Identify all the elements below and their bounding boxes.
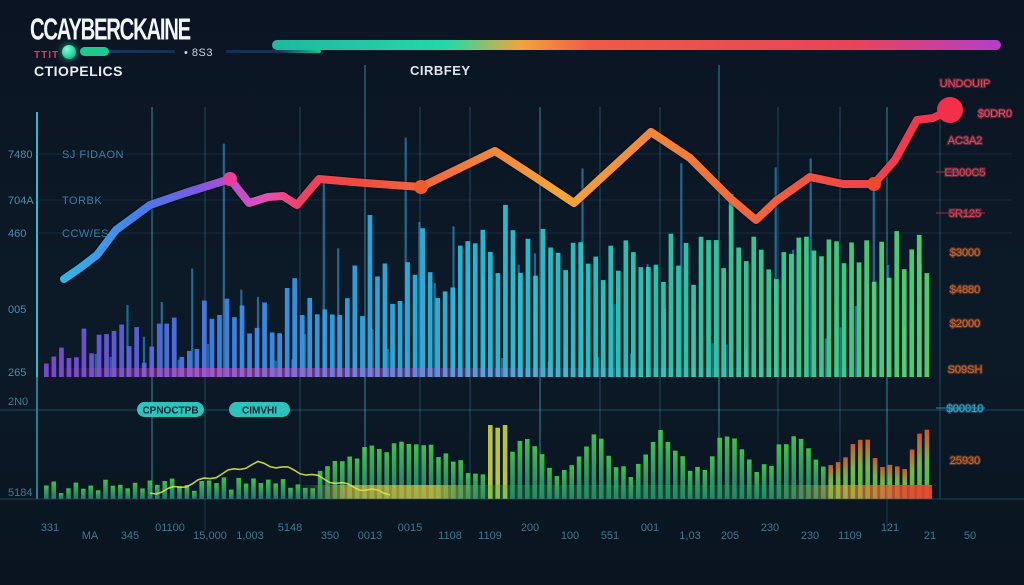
svg-text:5R125: 5R125	[949, 208, 981, 220]
svg-text:TORBK: TORBK	[62, 195, 102, 207]
svg-text:350: 350	[321, 530, 339, 542]
svg-text:551: 551	[601, 530, 619, 542]
svg-text:5148: 5148	[278, 522, 302, 534]
svg-text:1109: 1109	[478, 530, 502, 542]
svg-text:345: 345	[121, 530, 139, 542]
svg-text:1,003: 1,003	[236, 530, 264, 542]
svg-text:001: 001	[641, 522, 659, 534]
svg-text:0015: 0015	[398, 522, 422, 534]
svg-text:1108: 1108	[438, 530, 462, 542]
svg-text:CPNOCTPB: CPNOCTPB	[142, 406, 198, 417]
svg-text:1,03: 1,03	[679, 530, 700, 542]
svg-text:0013: 0013	[358, 530, 382, 542]
svg-text:265: 265	[8, 367, 26, 379]
svg-text:SJ FIDAON: SJ FIDAON	[62, 149, 124, 161]
svg-text:CCW/ES: CCW/ES	[62, 228, 109, 240]
svg-text:230: 230	[801, 530, 819, 542]
svg-text:100: 100	[561, 530, 579, 542]
svg-text:$3000: $3000	[950, 247, 981, 259]
svg-text:1109: 1109	[838, 530, 862, 542]
svg-text:460: 460	[8, 228, 26, 240]
svg-text:5184: 5184	[8, 487, 32, 499]
svg-text:01100: 01100	[155, 522, 185, 534]
svg-text:UNDOUIP: UNDOUIP	[940, 78, 991, 90]
svg-text:200: 200	[521, 522, 539, 534]
svg-text:MA: MA	[82, 530, 99, 542]
svg-text:$4880: $4880	[950, 284, 981, 296]
svg-text:50: 50	[964, 530, 976, 542]
svg-text:$2000: $2000	[950, 318, 981, 330]
svg-text:$0DR0: $0DR0	[978, 108, 1012, 120]
svg-text:2N0: 2N0	[8, 396, 28, 408]
svg-text:704A: 704A	[8, 195, 34, 207]
svg-text:$00010: $00010	[947, 403, 984, 415]
svg-text:7480: 7480	[8, 149, 32, 161]
svg-text:15,000: 15,000	[193, 530, 227, 542]
svg-text:121: 121	[881, 522, 899, 534]
svg-text:331: 331	[41, 522, 59, 534]
svg-text:EB00C5: EB00C5	[945, 167, 986, 179]
svg-text:25930: 25930	[950, 455, 981, 467]
svg-text:005: 005	[8, 304, 26, 316]
svg-text:S09SH: S09SH	[948, 364, 983, 376]
svg-text:CIMVHI: CIMVHI	[242, 406, 277, 417]
svg-text:230: 230	[761, 522, 779, 534]
svg-text:205: 205	[721, 530, 739, 542]
svg-text:AC3A2: AC3A2	[948, 135, 983, 147]
svg-text:21: 21	[924, 530, 936, 542]
